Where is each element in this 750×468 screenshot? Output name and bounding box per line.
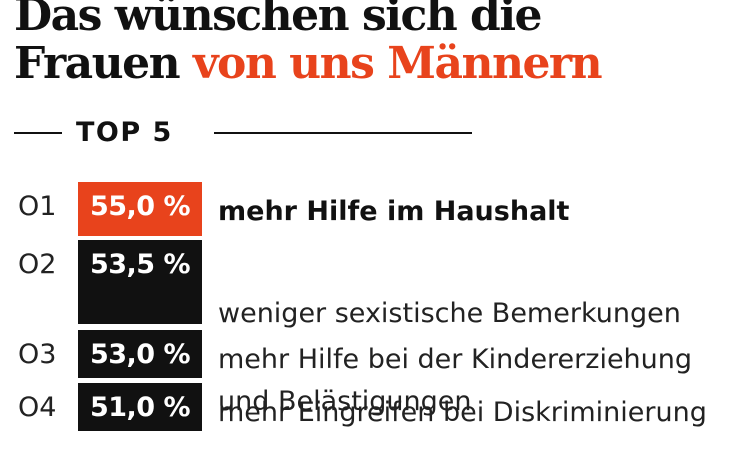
rank-number: O2	[18, 249, 57, 280]
value-badge: 53,5 %	[78, 240, 202, 324]
row-label: mehr Eingreifen bei Diskriminierung	[218, 397, 707, 428]
rank-number: O3	[18, 339, 57, 370]
row-label: mehr Hilfe im Haushalt	[218, 196, 570, 227]
rank-number: O4	[18, 392, 57, 423]
value-badge: 55,0 %	[78, 182, 202, 236]
rank-number: O1	[18, 191, 57, 222]
row-label-line-1: weniger sexistische Bemerkungen	[218, 298, 681, 329]
section-rule-right	[214, 132, 472, 134]
title-line-1: Das wünschen sich die	[14, 0, 543, 41]
title-accent: von uns Männern	[192, 38, 603, 89]
row-label: weniger sexistische Bemerkungen und Belä…	[218, 248, 748, 468]
row-label: mehr Hilfe bei der Kindererziehung	[218, 344, 693, 375]
section-label: TOP 5	[76, 117, 173, 148]
value-badge: 53,0 %	[78, 330, 202, 378]
title-line-2: Frauen	[14, 38, 193, 89]
section-rule-left	[14, 132, 62, 134]
value-badge: 51,0 %	[78, 383, 202, 431]
page-title: Das wünschen sich die Frauen von uns Männ…	[14, 0, 603, 89]
row-label-line-2: und Belästigungen	[218, 386, 472, 417]
